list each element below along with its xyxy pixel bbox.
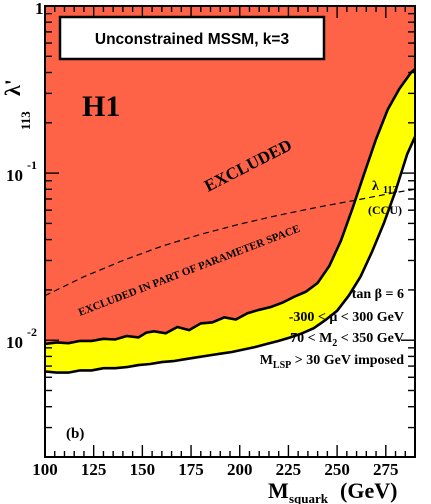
x-tick-label: 125 [81, 460, 107, 479]
plot-frame [44, 5, 416, 458]
excluded-region [45, 6, 415, 344]
mu-label: -300 < μ < 300 GeV [289, 310, 404, 325]
svg-text:M: M [268, 478, 289, 503]
x-axis-title: M squark (GeV) [268, 478, 397, 504]
partial-boundary-line [45, 136, 415, 374]
excluded-boundary-line [45, 68, 415, 346]
partial-excluded-region [45, 69, 415, 373]
y-tick-label: 1 [35, 0, 44, 18]
y-tick-label: 10 [6, 333, 23, 352]
x-tick-label: 225 [276, 460, 302, 479]
experiment-label: H1 [82, 90, 120, 123]
tanb-label: tan β = 6 [352, 287, 404, 302]
x-tick-label: 200 [227, 460, 253, 479]
ccu-symbol: λ [372, 179, 379, 194]
x-tick-label: 150 [130, 460, 156, 479]
svg-text:squark: squark [289, 491, 329, 504]
x-tick-label: 275 [373, 460, 399, 479]
x-tick-label: 250 [324, 460, 350, 479]
svg-text:113: 113 [18, 111, 33, 130]
ccu-subscript: 113 [383, 185, 397, 196]
title-box [58, 15, 326, 61]
panel-label: (b) [66, 426, 84, 442]
svg-text:(GeV): (GeV) [340, 478, 397, 503]
chart-title: Unconstrained MSSM, k=3 [95, 31, 290, 48]
y-tick-exponent: -1 [27, 158, 37, 172]
m2-label: 70 < M2 < 350 GeV [290, 331, 404, 349]
ccu-text: (CCU) [368, 203, 402, 217]
x-tick-label: 175 [178, 460, 204, 479]
mlsp-label: MLSP > 30 GeV imposed [260, 353, 405, 371]
ccu-limit-line [45, 188, 415, 297]
x-tick-label: 100 [32, 460, 58, 479]
y-axis-title: λ' 113 [0, 79, 33, 130]
y-tick-label: 10 [6, 166, 23, 185]
y-tick-exponent: -2 [27, 325, 37, 339]
svg-text:λ': λ' [0, 79, 25, 96]
